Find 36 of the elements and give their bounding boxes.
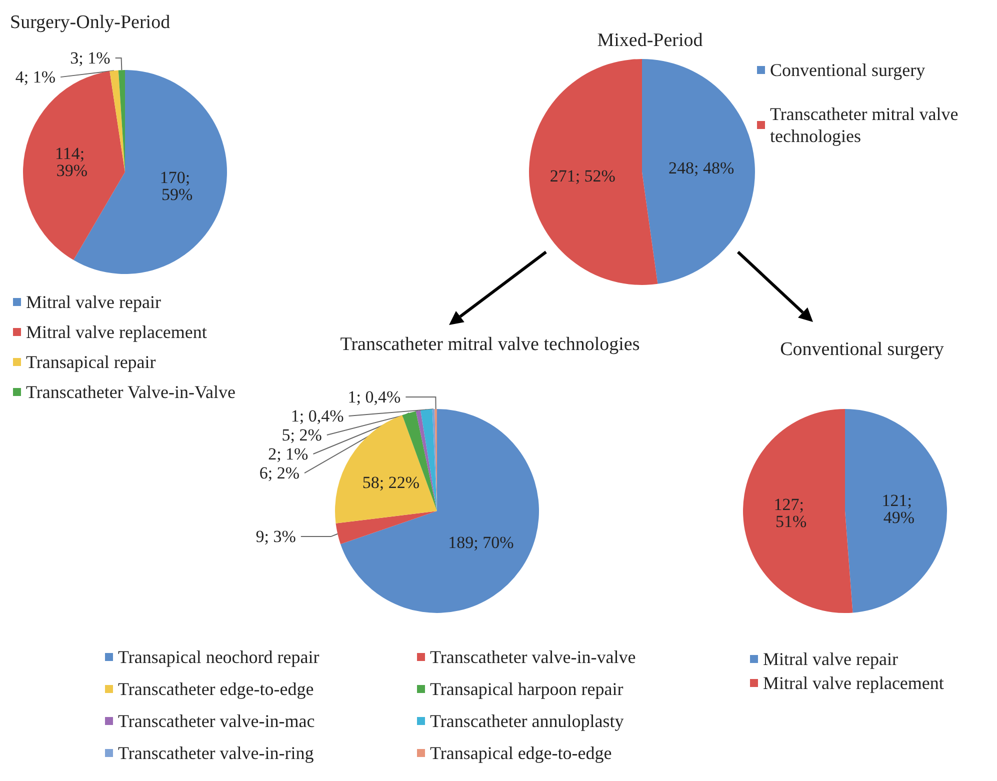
legend-label: Transcatheter annuloplasty [430, 711, 624, 731]
chart-title: Surgery-Only-Period [10, 12, 171, 33]
data-label: 3; 1% [70, 48, 110, 68]
data-label: 114; 39% [55, 144, 89, 180]
data-label: 248; 48% [668, 158, 734, 178]
data-label: 127; 51% [774, 495, 808, 532]
data-label: 121; 49% [882, 490, 916, 527]
legend-label: Transcatheter Valve-in-Valve [26, 382, 236, 402]
legend-label: Transapical repair [26, 352, 156, 372]
legend-label: Mitral valve replacement [763, 673, 944, 693]
chart-title: Mixed-Period [597, 30, 704, 51]
data-label: 1; 0,4% [348, 388, 401, 407]
legend-label: Mitral valve replacement [26, 322, 207, 342]
data-label: 6; 2% [259, 464, 300, 483]
legend-label: Conventional surgery [770, 60, 926, 80]
chart-title: Transcatheter mitral valve technologies [340, 334, 640, 355]
legend-label: Mitral valve repair [26, 292, 161, 312]
chart-title: Conventional surgery [780, 339, 944, 360]
legend-label: Transcatheter mitral valve technologies [770, 104, 963, 146]
legend-label: Mitral valve repair [763, 649, 898, 669]
data-label: 170; 59% [160, 168, 194, 204]
data-label: 271; 52% [550, 166, 616, 186]
legend-label: Transapical edge-to-edge [430, 743, 612, 763]
data-label: 58; 22% [362, 473, 420, 492]
legend-label: Transcatheter valve-in-valve [430, 647, 636, 667]
legend-label: Transcatheter edge-to-edge [118, 679, 314, 699]
legend-label: Transapical neochord repair [118, 647, 320, 667]
legend-label: Transcatheter valve-in-mac [118, 711, 315, 731]
data-label: 4; 1% [15, 68, 56, 87]
data-label: 1; 0,4% [290, 406, 344, 426]
data-label: 5; 2% [282, 426, 322, 445]
data-label: 2; 1% [268, 444, 308, 464]
legend-label: Transapical harpoon repair [430, 679, 624, 699]
data-label: 189; 70% [448, 532, 514, 552]
data-label: 9; 3% [256, 527, 296, 546]
legend-label: Transcatheter valve-in-ring [118, 743, 314, 763]
